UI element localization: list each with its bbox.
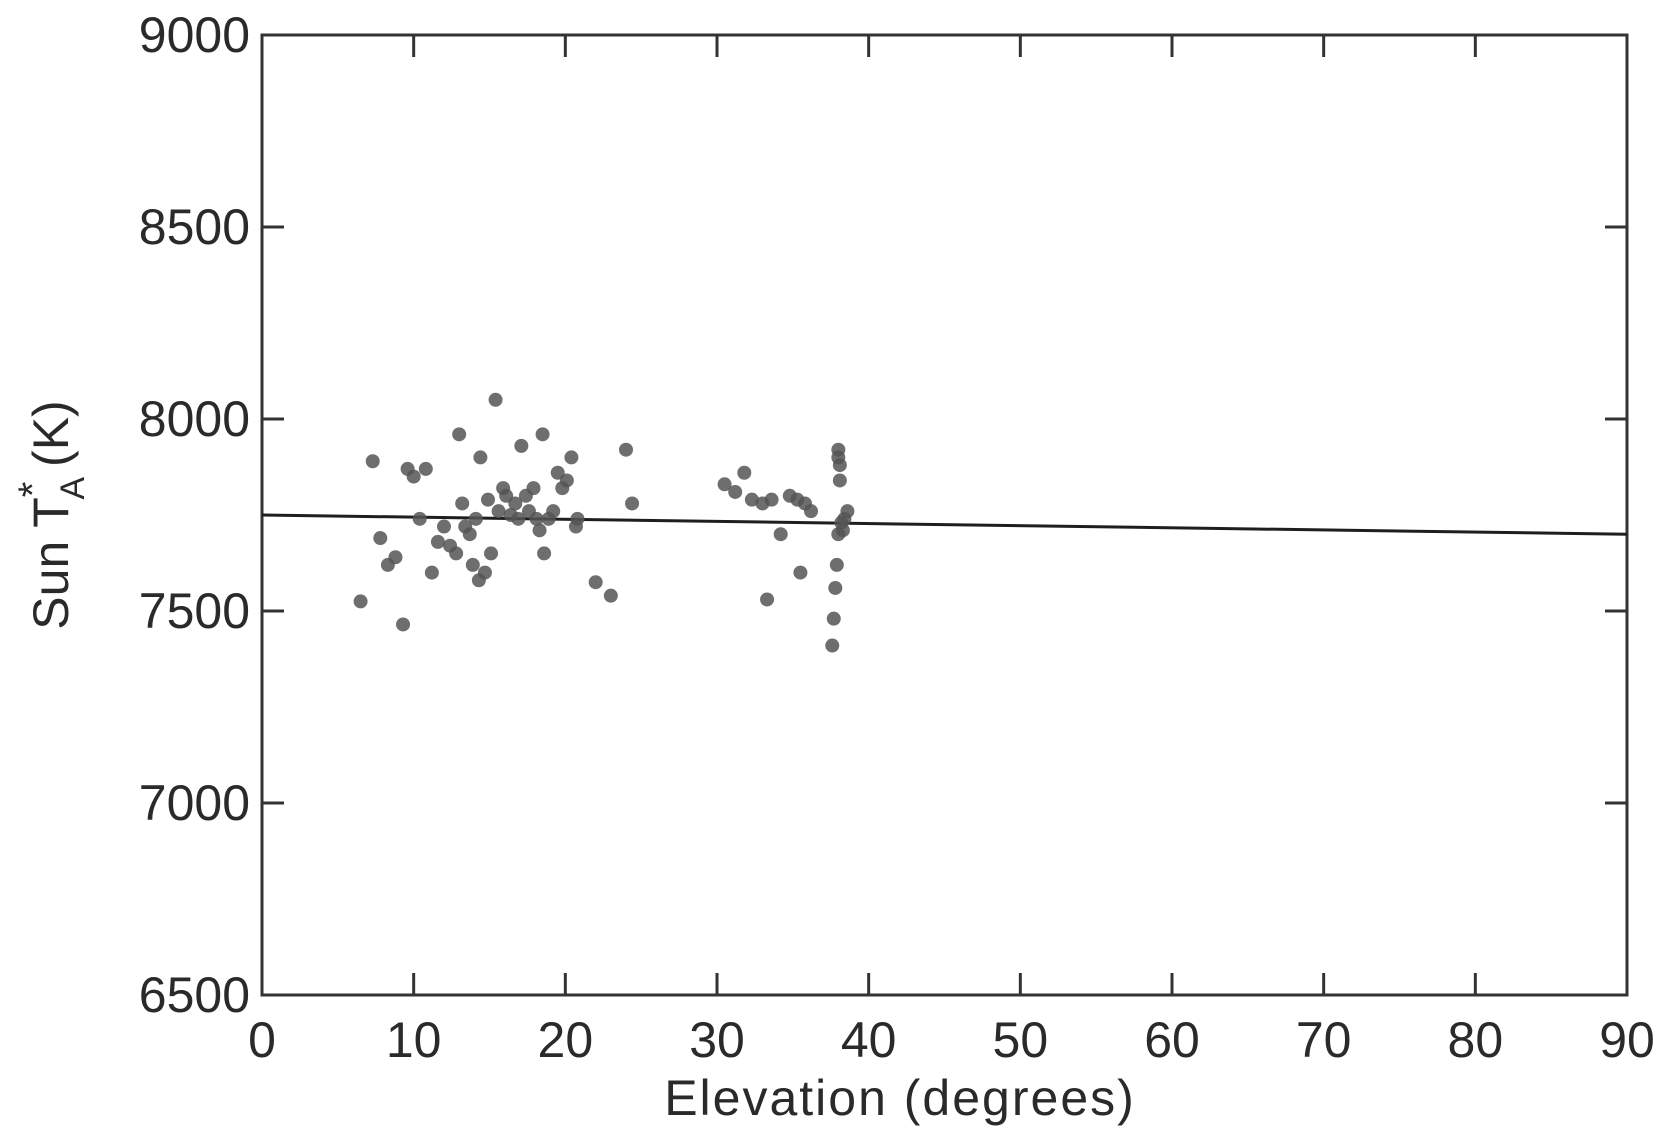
y-tick-label: 8000	[139, 391, 250, 447]
data-point	[619, 442, 633, 457]
data-point	[465, 557, 480, 572]
y-axis-label-sub: A	[54, 477, 92, 500]
data-point	[373, 531, 388, 546]
data-point	[832, 458, 847, 473]
y-tick-label: 9000	[139, 7, 250, 63]
data-point	[491, 504, 506, 519]
data-point	[625, 496, 640, 511]
y-axis-label: Sun T*A (K)	[11, 400, 92, 629]
data-point	[532, 523, 547, 538]
data-point	[418, 461, 433, 476]
data-point	[717, 477, 732, 492]
x-tick-labels: 0 10 20 30 40 50 60 70 80 90	[248, 1012, 1655, 1068]
y-tick-label: 7000	[139, 775, 250, 831]
x-tick-label: 70	[1296, 1012, 1352, 1068]
y-axis-label-sup: *	[11, 482, 55, 498]
data-point	[437, 519, 451, 534]
data-point	[760, 592, 775, 607]
data-point	[826, 611, 841, 626]
data-points	[353, 392, 855, 653]
data-point	[365, 454, 380, 469]
data-point	[737, 465, 752, 480]
data-point	[412, 511, 427, 526]
data-point	[773, 527, 788, 542]
data-point	[480, 492, 495, 507]
data-point	[828, 580, 843, 595]
data-point	[804, 504, 819, 519]
data-point	[484, 546, 499, 561]
y-tick-label: 8500	[139, 199, 250, 255]
x-tick-label: 30	[689, 1012, 745, 1068]
x-tick-label: 90	[1599, 1012, 1655, 1068]
data-point	[353, 594, 368, 609]
data-point	[514, 438, 529, 453]
data-point	[537, 546, 552, 561]
data-point	[588, 575, 603, 590]
data-point	[462, 527, 477, 542]
data-point	[388, 550, 403, 565]
x-tick-label: 40	[841, 1012, 897, 1068]
y-tick-label: 6500	[139, 967, 250, 1023]
data-point	[396, 617, 411, 632]
data-point	[508, 496, 523, 511]
data-point	[764, 492, 779, 507]
data-point	[840, 504, 855, 519]
fit-line	[261, 513, 1628, 536]
x-tick-label: 60	[1144, 1012, 1200, 1068]
y-axis-label-main: Sun T	[23, 497, 79, 630]
x-tick-label: 50	[993, 1012, 1049, 1068]
data-point	[829, 557, 844, 572]
data-point	[559, 473, 574, 488]
data-point	[473, 450, 488, 465]
data-point	[825, 638, 840, 653]
data-point	[744, 492, 759, 507]
data-point	[455, 496, 470, 511]
data-point	[570, 511, 585, 526]
y-tick-label: 7500	[139, 583, 250, 639]
data-point	[535, 427, 550, 442]
x-tick-label: 80	[1448, 1012, 1504, 1068]
data-point	[477, 565, 492, 580]
data-point	[835, 523, 850, 538]
data-point	[526, 481, 541, 496]
tick-marks	[260, 33, 1629, 997]
data-point	[406, 469, 421, 484]
y-tick-labels: 6500 7000 7500 8000 8500 9000	[139, 7, 250, 1023]
svg-text:Sun T*A(K): Sun T*A (K)	[11, 400, 92, 629]
data-point	[564, 450, 579, 465]
data-point	[832, 473, 847, 488]
data-point	[430, 534, 445, 549]
x-tick-label: 0	[248, 1012, 276, 1068]
data-point	[603, 588, 618, 603]
data-point	[488, 392, 503, 407]
x-axis-label: Elevation (degrees)	[664, 1070, 1136, 1126]
data-point	[511, 511, 526, 526]
data-point	[449, 546, 464, 561]
data-point	[793, 565, 808, 580]
data-point	[529, 511, 544, 526]
plot-frame	[260, 33, 1629, 997]
x-tick-label: 10	[386, 1012, 442, 1068]
data-point	[424, 565, 439, 580]
data-point	[728, 484, 743, 499]
data-point	[468, 511, 483, 526]
data-point	[546, 504, 561, 519]
data-point	[452, 427, 467, 442]
x-tick-label: 20	[538, 1012, 594, 1068]
y-axis-label-unit: (K)	[23, 400, 79, 467]
